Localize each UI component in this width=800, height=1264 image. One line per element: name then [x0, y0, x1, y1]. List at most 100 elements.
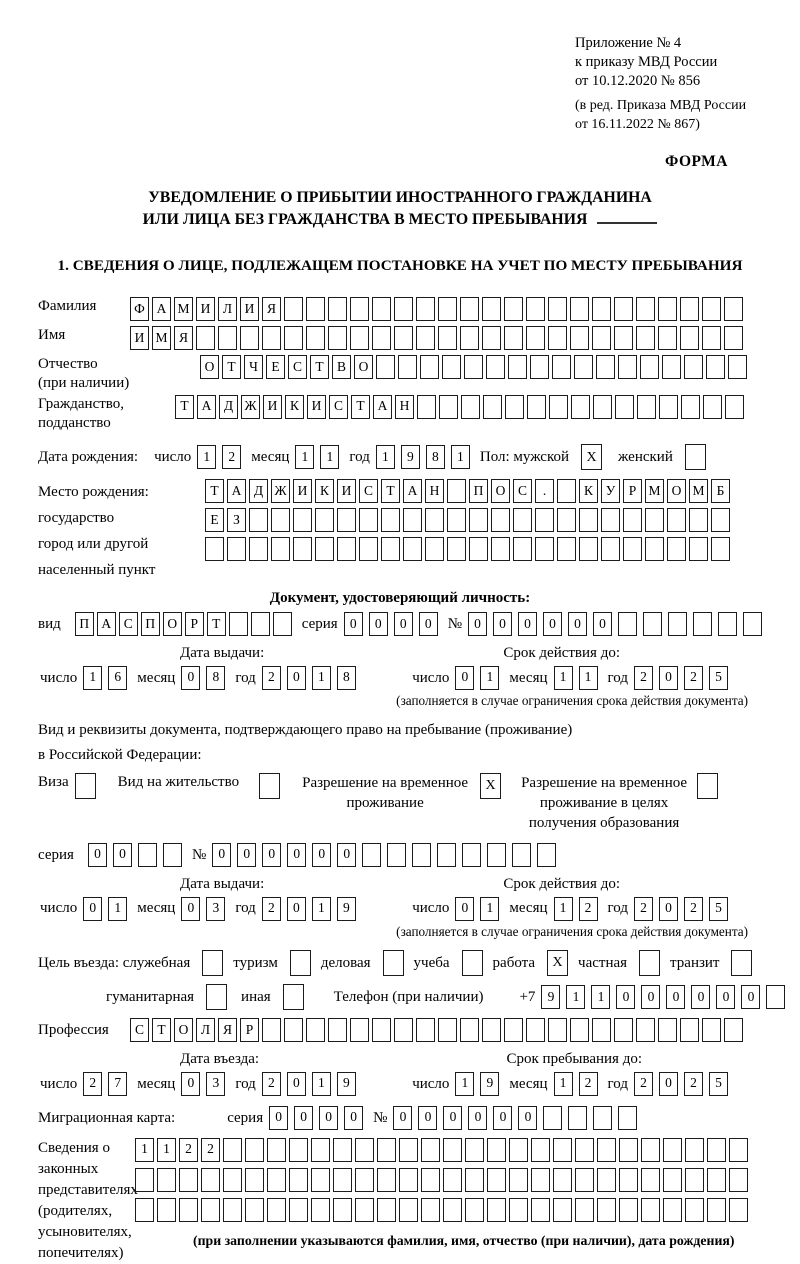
char-box[interactable] — [465, 1137, 484, 1162]
char-box[interactable]: 1 — [311, 665, 331, 690]
purpose-tourism-checkbox[interactable] — [289, 950, 311, 977]
char-box[interactable] — [135, 1167, 154, 1192]
char-box[interactable]: Н — [425, 479, 444, 504]
char-box[interactable]: 1 — [553, 665, 573, 690]
char-box[interactable] — [284, 1018, 303, 1043]
char-box[interactable] — [442, 355, 461, 380]
char-box[interactable] — [157, 1197, 176, 1222]
char-box[interactable]: 0 — [237, 842, 257, 867]
char-box[interactable]: 0 — [286, 896, 306, 921]
char-box[interactable]: 0 — [286, 1071, 306, 1096]
char-box[interactable]: 0 — [83, 896, 103, 921]
char-box[interactable] — [293, 508, 312, 533]
char-box[interactable]: 1 — [375, 445, 395, 470]
char-box[interactable]: 1 — [108, 896, 128, 921]
char-box[interactable]: 5 — [709, 896, 728, 921]
male-checkbox[interactable]: X — [581, 444, 603, 471]
char-box[interactable] — [684, 355, 703, 380]
char-box[interactable] — [689, 508, 708, 533]
char-box[interactable] — [724, 326, 743, 351]
char-box[interactable] — [707, 1197, 726, 1222]
char-box[interactable]: 5 — [709, 665, 728, 690]
char-box[interactable] — [218, 326, 237, 351]
char-box[interactable]: 0 — [468, 1105, 488, 1130]
char-box[interactable]: О — [174, 1018, 193, 1043]
char-box[interactable]: 2 — [634, 1071, 653, 1096]
char-box[interactable] — [350, 326, 369, 351]
char-box[interactable]: 2 — [261, 896, 281, 921]
char-box[interactable] — [729, 1137, 748, 1162]
char-box[interactable] — [568, 1105, 588, 1130]
temp-residence-checkbox[interactable]: X — [480, 772, 502, 799]
char-box[interactable] — [250, 612, 270, 637]
char-box[interactable]: 0 — [641, 985, 661, 1010]
char-box[interactable]: Т — [310, 355, 329, 380]
char-box[interactable] — [570, 1018, 589, 1043]
char-box[interactable]: О — [162, 612, 182, 637]
char-box[interactable]: 1 — [157, 1137, 176, 1162]
char-box[interactable] — [460, 1018, 479, 1043]
char-box[interactable]: 0 — [741, 985, 761, 1010]
char-box[interactable] — [438, 326, 457, 351]
char-box[interactable] — [543, 1105, 563, 1130]
char-box[interactable] — [223, 1137, 242, 1162]
char-box[interactable] — [249, 508, 268, 533]
char-box[interactable] — [667, 537, 686, 562]
char-box[interactable]: 0 — [181, 1071, 201, 1096]
char-box[interactable]: Н — [395, 394, 414, 419]
char-box[interactable]: Я — [174, 326, 193, 351]
char-box[interactable] — [350, 297, 369, 322]
char-box[interactable]: А — [152, 297, 171, 322]
char-box[interactable] — [362, 842, 382, 867]
char-box[interactable] — [574, 355, 593, 380]
char-box[interactable]: А — [197, 394, 216, 419]
char-box[interactable] — [702, 297, 721, 322]
char-box[interactable] — [372, 297, 391, 322]
char-box[interactable] — [416, 297, 435, 322]
char-box[interactable]: В — [332, 355, 351, 380]
char-box[interactable]: 1 — [311, 1071, 331, 1096]
char-box[interactable] — [729, 1197, 748, 1222]
char-box[interactable] — [306, 326, 325, 351]
char-box[interactable] — [306, 1018, 325, 1043]
char-box[interactable] — [262, 326, 281, 351]
char-box[interactable]: 1 — [566, 985, 586, 1010]
char-box[interactable] — [548, 1018, 567, 1043]
char-box[interactable]: 0 — [337, 842, 357, 867]
char-box[interactable]: 2 — [684, 665, 703, 690]
char-box[interactable] — [513, 537, 532, 562]
char-box[interactable] — [381, 508, 400, 533]
char-box[interactable]: 0 — [593, 612, 612, 637]
char-box[interactable] — [593, 394, 612, 419]
char-box[interactable] — [262, 1018, 281, 1043]
char-box[interactable]: И — [263, 394, 282, 419]
char-box[interactable] — [662, 355, 681, 380]
char-box[interactable]: 0 — [112, 842, 132, 867]
char-box[interactable]: О — [200, 355, 219, 380]
char-box[interactable] — [227, 537, 246, 562]
char-box[interactable]: . — [535, 479, 554, 504]
char-box[interactable]: А — [96, 612, 116, 637]
char-box[interactable] — [579, 508, 598, 533]
char-box[interactable] — [469, 508, 488, 533]
char-box[interactable]: 0 — [518, 612, 537, 637]
char-box[interactable] — [447, 508, 466, 533]
char-box[interactable] — [205, 537, 224, 562]
char-box[interactable] — [179, 1167, 198, 1192]
char-box[interactable] — [355, 1197, 374, 1222]
char-box[interactable] — [593, 1105, 613, 1130]
char-box[interactable]: А — [373, 394, 392, 419]
char-box[interactable] — [328, 1018, 347, 1043]
char-box[interactable] — [416, 1018, 435, 1043]
char-box[interactable] — [482, 1018, 501, 1043]
char-box[interactable]: Я — [218, 1018, 237, 1043]
char-box[interactable] — [462, 842, 482, 867]
char-box[interactable] — [376, 355, 395, 380]
purpose-humanitarian-checkbox[interactable] — [206, 984, 228, 1011]
char-box[interactable]: 1 — [578, 665, 598, 690]
char-box[interactable]: А — [227, 479, 246, 504]
char-box[interactable] — [333, 1137, 352, 1162]
visa-checkbox[interactable] — [74, 772, 96, 799]
char-box[interactable] — [293, 537, 312, 562]
char-box[interactable] — [289, 1137, 308, 1162]
